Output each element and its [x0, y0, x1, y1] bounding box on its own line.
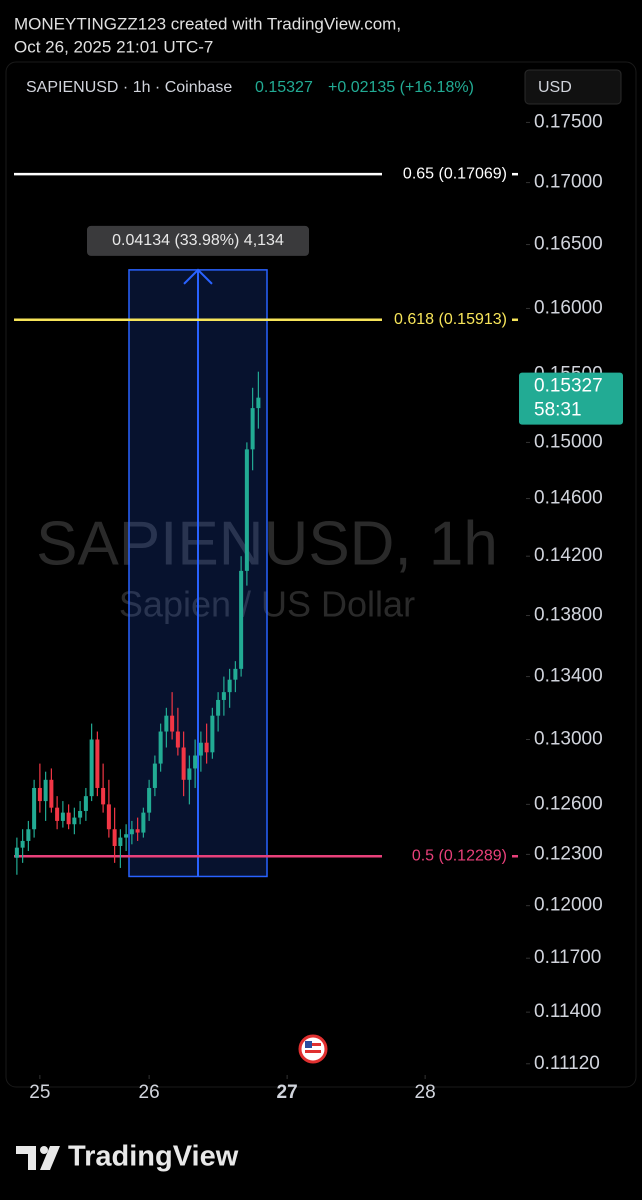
candle-body [55, 807, 60, 821]
candle-body [37, 787, 42, 802]
candle-body [210, 715, 215, 753]
candle-body [129, 829, 134, 835]
candle-body [244, 449, 249, 571]
candle-body [204, 742, 209, 753]
y-tick-label: 0.13400 [534, 666, 603, 687]
candle-body [170, 715, 175, 732]
candle-body [101, 787, 106, 805]
measure-arrowhead [183, 268, 213, 285]
y-tick-label: 0.13000 [534, 729, 603, 750]
price-label: 0.15327 [534, 376, 603, 397]
symbol: SAPIENUSD · 1h · Coinbase [26, 79, 232, 96]
fib-label: 0.618 (0.15913) [394, 311, 507, 328]
candle-body [43, 779, 48, 802]
candle-body [164, 715, 169, 732]
candle-body [26, 829, 31, 841]
candle-body [256, 397, 261, 409]
chart-frame [5, 61, 637, 1088]
currency-button[interactable] [524, 69, 622, 105]
candle-body [135, 829, 140, 833]
y-tick-label: 0.11400 [534, 1001, 601, 1022]
y-tick-label: 0.12300 [534, 843, 603, 864]
y-tick-label: 0.14200 [534, 545, 603, 566]
measure-label-box [87, 225, 309, 256]
price-label-box [519, 372, 623, 425]
candle-body [227, 679, 232, 693]
candle-body [152, 763, 157, 788]
candle-body [239, 570, 244, 669]
us-flag-icon[interactable] [298, 1034, 328, 1064]
header-line1: MONEYTINGZZ123 created with TradingView.… [14, 14, 401, 33]
y-tick-label: 0.17000 [534, 172, 603, 193]
currency[interactable]: USD [538, 79, 572, 96]
y-tick-label: 0.11120 [534, 1053, 600, 1074]
y-tick-label: 0.16000 [534, 297, 603, 318]
candle-body [32, 787, 37, 830]
price-change: +0.02135 (+16.18%) [328, 79, 474, 96]
footer-brand: TradingView [68, 1141, 239, 1173]
candle-body [175, 731, 180, 748]
candle-body [198, 742, 203, 756]
footer-logo [16, 1146, 60, 1170]
y-tick-label: 0.12600 [534, 793, 603, 814]
x-tick-label: 25 [29, 1082, 50, 1103]
candle-body [233, 668, 238, 680]
candle-body [106, 804, 111, 830]
y-tick-label: 0.17500 [534, 111, 603, 132]
candle-body [221, 692, 226, 700]
candle-body [78, 810, 83, 818]
candle-body [158, 731, 163, 764]
candle-body [187, 768, 192, 780]
candle-body [216, 699, 221, 716]
last-price: 0.15327 [255, 79, 313, 96]
y-tick-label: 0.12000 [534, 895, 603, 916]
y-tick-label: 0.16500 [534, 234, 603, 255]
candle-body [95, 739, 100, 788]
candle-body [118, 837, 123, 846]
candle-body [49, 779, 54, 808]
candle-body [141, 812, 146, 833]
y-tick-label: 0.14600 [534, 488, 603, 509]
x-tick-label: 28 [415, 1082, 436, 1103]
candle-body [14, 847, 19, 858]
candle-body [66, 812, 71, 825]
candle-body [147, 787, 152, 813]
y-tick-label: 0.11700 [534, 947, 601, 968]
y-tick-label: 0.13800 [534, 605, 603, 626]
fib-label: 0.65 (0.17069) [403, 165, 507, 182]
candle-body [193, 755, 198, 769]
candle-body [181, 747, 186, 780]
candle-body [72, 817, 77, 825]
y-tick-label: 0.15000 [534, 431, 603, 452]
candle-body [250, 408, 255, 450]
x-tick-label: 26 [139, 1082, 160, 1103]
price-countdown: 58:31 [534, 400, 582, 421]
candle-body [20, 840, 25, 848]
candle-body [112, 829, 117, 846]
measure-label: 0.04134 (33.98%) 4,134 [112, 232, 284, 249]
candle-body [89, 739, 94, 797]
header-line2: Oct 26, 2025 21:01 UTC-7 [14, 37, 213, 56]
candle-body [124, 834, 129, 838]
fib-label: 0.5 (0.12289) [412, 847, 507, 864]
x-tick-label: 27 [277, 1082, 298, 1103]
candle-body [83, 796, 88, 811]
candle-body [60, 812, 65, 821]
